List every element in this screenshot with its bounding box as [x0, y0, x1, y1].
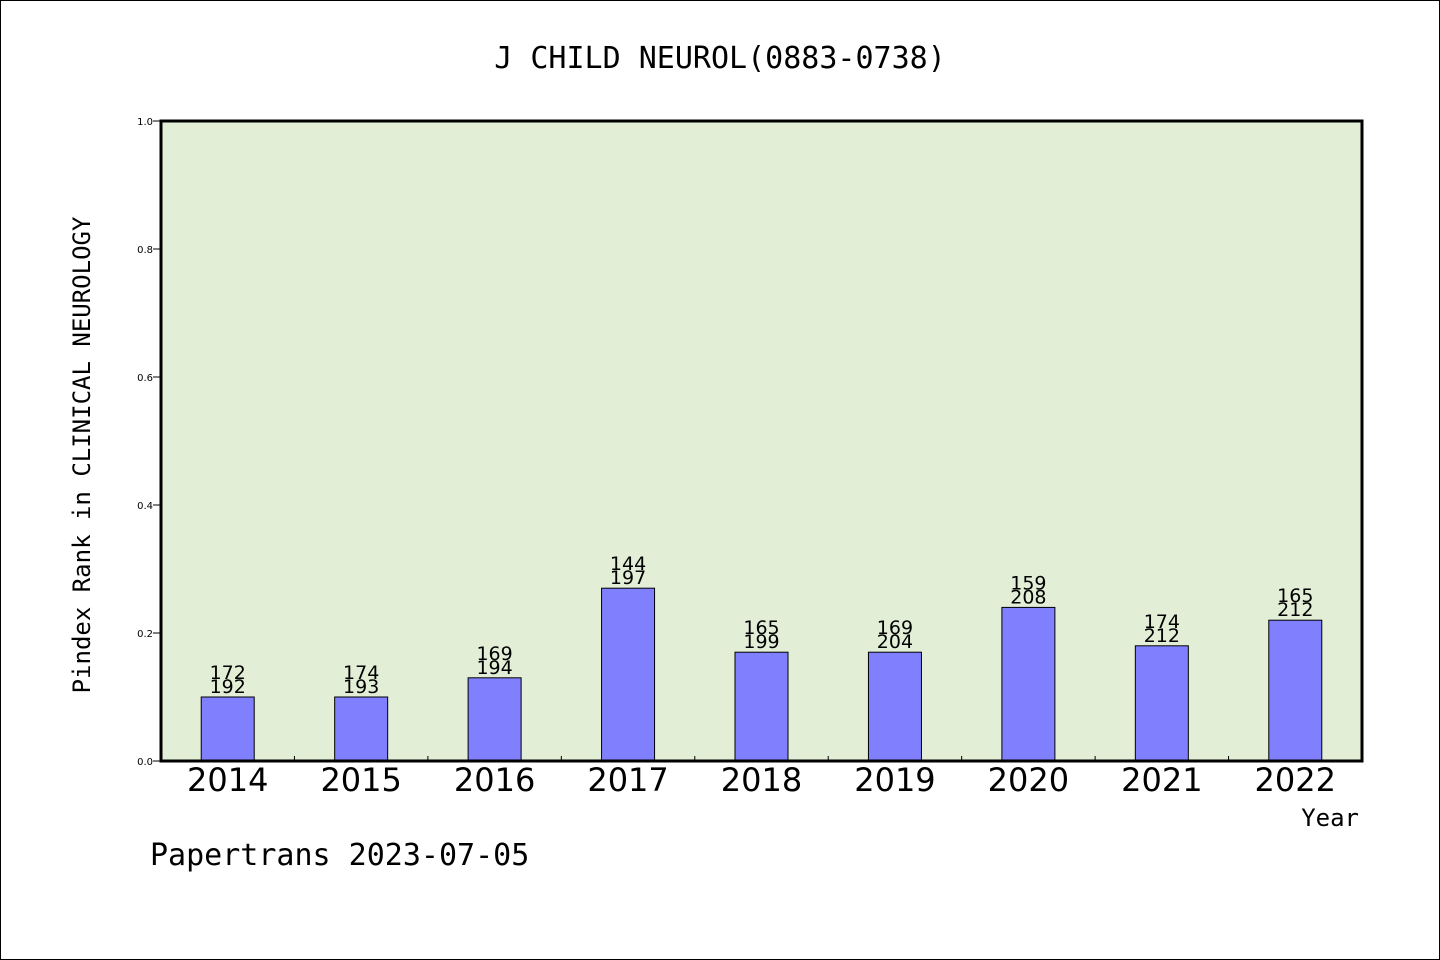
x-tick-label: 2014	[187, 761, 268, 799]
y-tick-label: 0.6	[137, 373, 153, 384]
x-tick-label: 2018	[721, 761, 802, 799]
bar-total-label: 193	[343, 676, 379, 698]
y-axis-label: Pindex Rank in CLINICAL NEUROLOGY	[68, 216, 96, 693]
x-tick-label: 2019	[854, 761, 935, 799]
x-axis-label: Year	[1301, 804, 1359, 832]
bar	[867, 651, 922, 762]
bar-total-label: 199	[743, 631, 779, 653]
bar-labels: 1721921741931691941441971651991692041592…	[210, 553, 1314, 698]
y-tick-label: 0.8	[137, 245, 153, 256]
bar	[734, 651, 789, 762]
bar-rank-label: 169	[476, 643, 512, 665]
bar	[200, 696, 255, 762]
x-tick-label: 2022	[1255, 761, 1336, 799]
bar-total-label: 208	[1010, 586, 1046, 608]
bar-rank-label: 174	[343, 662, 379, 684]
bar-rank-label: 165	[1277, 585, 1313, 607]
bar	[1001, 606, 1056, 762]
x-tick-label: 2016	[454, 761, 535, 799]
bar	[601, 587, 656, 762]
bar-total-label: 212	[1144, 625, 1180, 647]
bar-rank-label: 174	[1144, 611, 1180, 633]
bar-total-label: 197	[610, 567, 646, 589]
bar-total-label: 212	[1277, 599, 1313, 621]
bar	[334, 696, 389, 762]
y-tick-label: 0.4	[137, 501, 153, 512]
plot-border	[159, 119, 1364, 763]
bar-total-label: 192	[210, 676, 246, 698]
y-tick-label: 0.2	[137, 629, 153, 640]
y-axis: 0.0 0.2 0.4 0.6 0.8 1.0	[137, 117, 161, 768]
bar-rank-label: 172	[210, 662, 246, 684]
bars	[200, 587, 1323, 762]
x-axis: 2014 2015 2016 2017 2018 2019 2020 2021 2022	[187, 756, 1336, 799]
bar	[1268, 619, 1323, 762]
bar-rank-label: 169	[877, 617, 913, 639]
bar-rank-label: 165	[743, 617, 779, 639]
y-tick-label: 0.0	[137, 757, 153, 768]
bar-rank-label: 159	[1010, 572, 1046, 594]
x-tick-label: 2015	[320, 761, 401, 799]
x-tick-label: 2021	[1121, 761, 1202, 799]
bar-total-label: 204	[877, 631, 913, 653]
bar-rank-label: 144	[610, 553, 646, 575]
footer-credit: Papertrans 2023-07-05	[150, 838, 529, 873]
chart-title: J CHILD NEUROL(0883-0738)	[494, 41, 946, 76]
bar	[467, 677, 522, 762]
bar-total-label: 194	[476, 657, 512, 679]
x-tick-label: 2020	[988, 761, 1069, 799]
bar	[1134, 645, 1189, 762]
y-tick-label: 1.0	[137, 117, 153, 128]
x-tick-label: 2017	[587, 761, 668, 799]
